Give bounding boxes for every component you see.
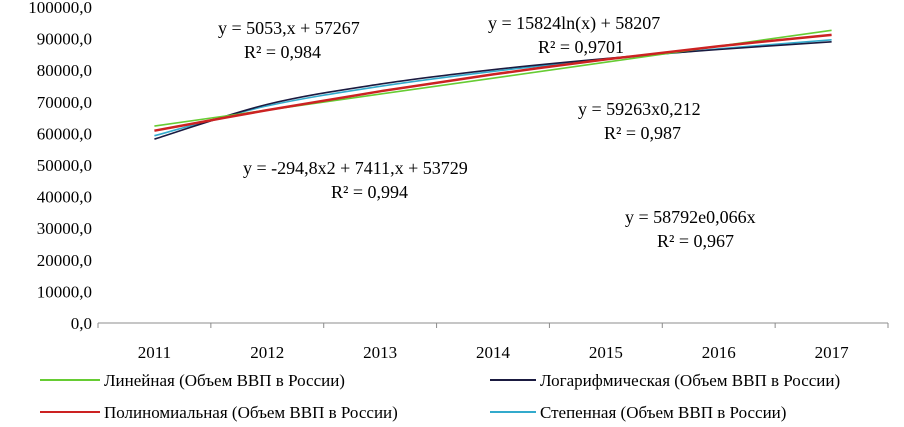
equation-linear-formula: y = 5053,x + 57267 bbox=[218, 18, 360, 38]
y-tick-label: 20000,0 bbox=[37, 251, 92, 270]
legend-item-power: Степенная (Объем ВВП в России) bbox=[490, 403, 786, 422]
y-tick-label: 10000,0 bbox=[37, 282, 92, 301]
x-tick-label: 2011 bbox=[138, 343, 171, 362]
series-lines bbox=[154, 29, 832, 140]
legend-label-linear: Линейная (Объем ВВП в России) bbox=[104, 371, 345, 390]
y-axis: 0,0 10000,0 20000,0 30000,0 40000,0 50000,0 60… bbox=[28, 0, 92, 333]
equation-linear: y = 5053,x + 57267 R² = 0,984 bbox=[218, 18, 360, 62]
x-tick-label: 2012 bbox=[250, 343, 284, 362]
legend-item-logarithmic: Логарифмическая (Объем ВВП в России) bbox=[490, 371, 840, 390]
legend-item-polynomial: Полиномиальная (Объем ВВП в России) bbox=[40, 403, 398, 422]
legend-label-polynomial: Полиномиальная (Объем ВВП в России) bbox=[104, 403, 398, 422]
y-tick-label: 90000,0 bbox=[37, 30, 92, 49]
series-line-polynomial bbox=[154, 33, 832, 132]
equation-logarithmic-formula: y = 15824ln(x) + 58207 bbox=[488, 13, 660, 34]
y-tick-label: 40000,0 bbox=[37, 188, 92, 207]
series-line-logarithmic bbox=[154, 41, 832, 140]
equation-power: y = 59263x0,212 R² = 0,987 bbox=[578, 99, 701, 143]
x-tick-label: 2017 bbox=[815, 343, 850, 362]
y-tick-label: 70000,0 bbox=[37, 93, 92, 112]
x-tick-label: 2015 bbox=[589, 343, 623, 362]
legend: Линейная (Объем ВВП в России) Логарифмич… bbox=[40, 371, 840, 422]
equation-polynomial-r2: R² = 0,994 bbox=[331, 182, 408, 202]
y-tick-label: 50000,0 bbox=[37, 156, 92, 175]
legend-item-linear: Линейная (Объем ВВП в России) bbox=[40, 371, 345, 390]
equation-power-r2: R² = 0,987 bbox=[604, 123, 681, 143]
y-tick-label: 0,0 bbox=[71, 314, 92, 333]
equation-polynomial: y = -294,8x2 + 7411,x + 53729 R² = 0,994 bbox=[243, 158, 468, 202]
legend-label-power: Степенная (Объем ВВП в России) bbox=[540, 403, 786, 422]
x-axis: 2011 2012 2013 2014 2015 2016 2017 bbox=[97, 322, 889, 362]
x-tick-label: 2014 bbox=[476, 343, 511, 362]
equation-logarithmic-r2: R² = 0,9701 bbox=[538, 37, 624, 57]
equation-linear-r2: R² = 0,984 bbox=[244, 42, 321, 62]
y-tick-label: 80000,0 bbox=[37, 61, 92, 80]
y-tick-label: 60000,0 bbox=[37, 124, 92, 143]
equation-exponential-formula: y = 58792e0,066x bbox=[625, 207, 756, 227]
legend-label-logarithmic: Логарифмическая (Объем ВВП в России) bbox=[540, 371, 840, 390]
equation-power-formula: y = 59263x0,212 bbox=[578, 99, 701, 119]
equation-exponential-r2: R² = 0,967 bbox=[657, 231, 734, 251]
equation-exponential: y = 58792e0,066x R² = 0,967 bbox=[625, 207, 756, 251]
y-tick-label: 30000,0 bbox=[37, 219, 92, 238]
x-tick-label: 2016 bbox=[702, 343, 736, 362]
x-tick-label: 2013 bbox=[363, 343, 397, 362]
equation-polynomial-formula: y = -294,8x2 + 7411,x + 53729 bbox=[243, 158, 468, 178]
equation-logarithmic: y = 15824ln(x) + 58207 R² = 0,9701 bbox=[488, 13, 660, 57]
y-tick-label: 100000,0 bbox=[28, 0, 92, 17]
